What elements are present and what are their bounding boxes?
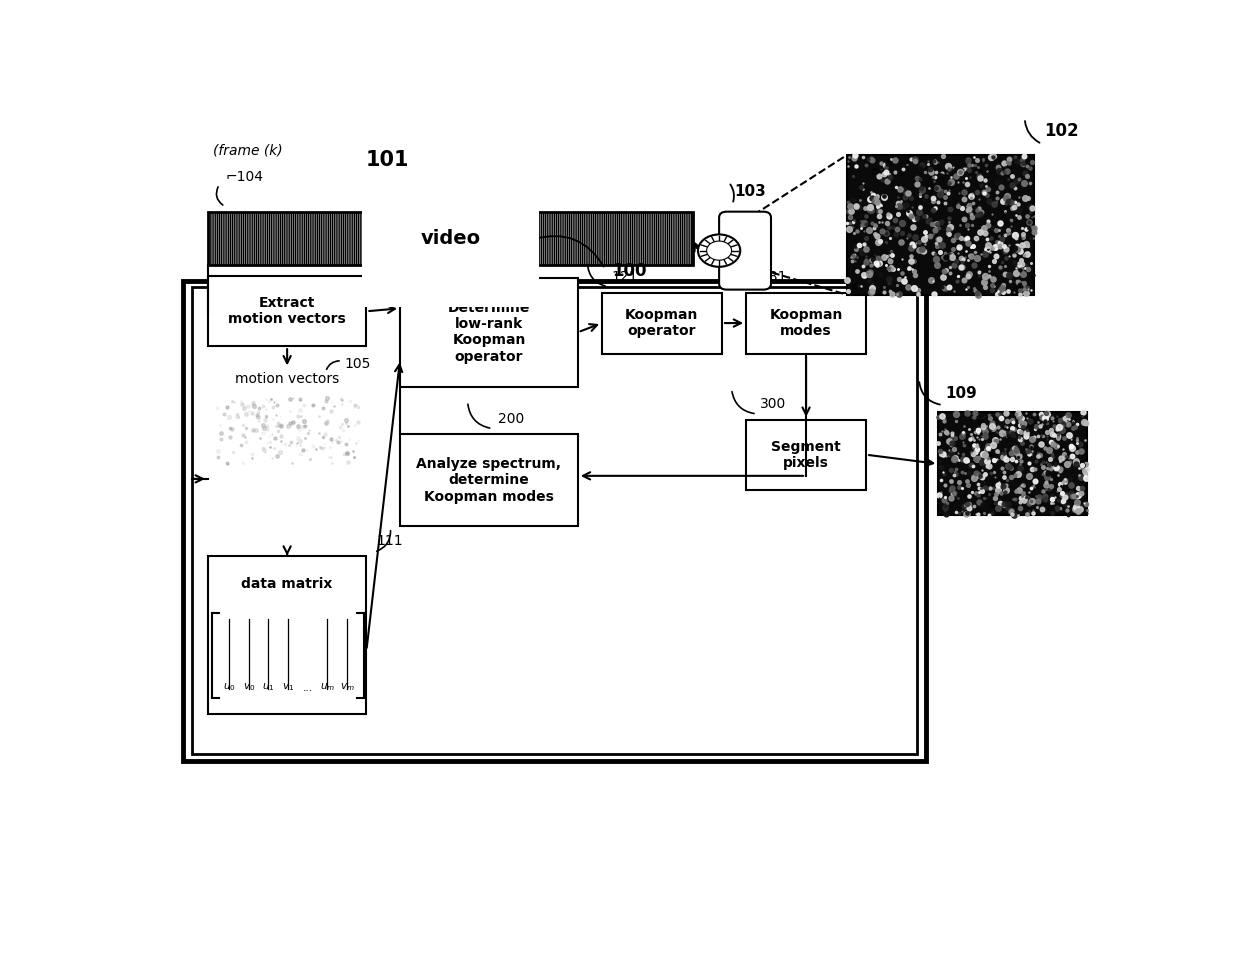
- Text: $u_1$: $u_1$: [262, 681, 275, 692]
- FancyBboxPatch shape: [746, 420, 866, 490]
- FancyBboxPatch shape: [208, 276, 367, 347]
- Text: 120: 120: [432, 255, 459, 269]
- Text: Koopman
modes: Koopman modes: [769, 308, 843, 338]
- Text: ⌐104: ⌐104: [226, 170, 263, 184]
- Text: 111: 111: [376, 535, 403, 548]
- Text: Analyze spectrum,
determine
Koopman modes: Analyze spectrum, determine Koopman mode…: [417, 457, 562, 503]
- Text: Determine
low-rank
Koopman
operator: Determine low-rank Koopman operator: [448, 301, 531, 364]
- FancyBboxPatch shape: [601, 292, 722, 353]
- Text: 105: 105: [345, 357, 371, 371]
- Text: $v_m$: $v_m$: [340, 681, 355, 692]
- Text: 100: 100: [613, 262, 647, 280]
- FancyBboxPatch shape: [847, 155, 1034, 295]
- Text: Koopman
operator: Koopman operator: [625, 308, 698, 338]
- FancyBboxPatch shape: [182, 281, 926, 761]
- FancyBboxPatch shape: [208, 212, 693, 265]
- Circle shape: [698, 235, 740, 266]
- Text: $u_0$: $u_0$: [223, 681, 236, 692]
- Text: Segment
pixels: Segment pixels: [771, 439, 841, 470]
- FancyBboxPatch shape: [191, 287, 918, 754]
- Text: ...: ...: [303, 683, 312, 692]
- Text: motion vectors: motion vectors: [236, 372, 340, 386]
- Text: Extract
motion vectors: Extract motion vectors: [228, 296, 346, 327]
- Text: 131: 131: [760, 269, 787, 284]
- Text: Processor: Processor: [402, 261, 501, 279]
- Text: 109: 109: [946, 387, 977, 401]
- FancyBboxPatch shape: [401, 435, 578, 526]
- Text: 102: 102: [1044, 122, 1079, 140]
- Circle shape: [707, 241, 732, 260]
- Text: $u_m$: $u_m$: [320, 681, 335, 692]
- Text: 300: 300: [760, 397, 786, 411]
- Text: $v_0$: $v_0$: [243, 681, 255, 692]
- FancyBboxPatch shape: [401, 278, 578, 387]
- FancyBboxPatch shape: [939, 413, 1087, 516]
- FancyBboxPatch shape: [719, 212, 771, 289]
- FancyBboxPatch shape: [746, 292, 866, 353]
- Text: 101: 101: [366, 150, 409, 170]
- Text: $v_1$: $v_1$: [281, 681, 294, 692]
- FancyBboxPatch shape: [208, 556, 367, 714]
- Text: 200: 200: [497, 412, 525, 426]
- Text: video: video: [420, 229, 481, 248]
- Text: 103: 103: [734, 184, 766, 200]
- Text: 110: 110: [376, 255, 403, 269]
- Text: 121: 121: [611, 269, 637, 284]
- Text: (frame (k): (frame (k): [213, 143, 283, 158]
- Text: data matrix: data matrix: [242, 577, 332, 591]
